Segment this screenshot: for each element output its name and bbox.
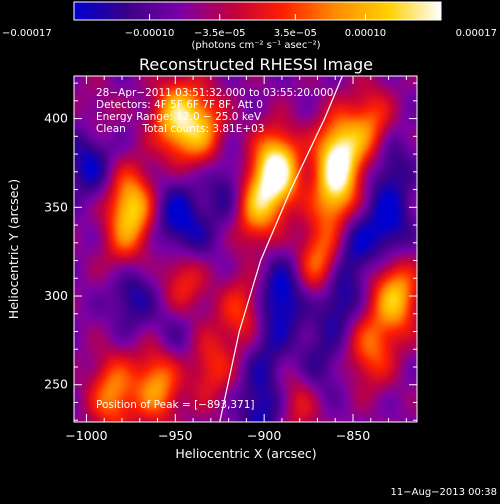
colorbar-tick-label: −0.00017	[2, 28, 52, 39]
colorbar-gradient	[74, 2, 441, 20]
colorbar-ticks: −0.00017 −0.00010 −3.5e−05 3.5e−05 0.00010 0.…	[2, 14, 497, 39]
colorbar: −0.00017 −0.00010 −3.5e−05 3.5e−05 0.00010 0.…	[2, 1, 497, 51]
y-tick-label: 400	[44, 111, 68, 126]
y-tick-label: 300	[44, 288, 68, 303]
y-tick-label: 350	[44, 199, 68, 214]
x-axis-label: Heliocentric X (arcsec)	[175, 446, 316, 461]
footer-date: 11−Aug−2013 00:38	[391, 487, 497, 498]
solar-limb-curve	[219, 76, 343, 422]
x-tick-label: −900	[247, 428, 281, 443]
annotations: 28−Apr−2011 03:51:32.000 to 03:55:20.000…	[96, 87, 333, 411]
colorbar-tick-label: 0.00010	[345, 28, 386, 39]
colorbar-tick-label: −3.5e−05	[194, 28, 246, 39]
axis-ticks: −1000 −950 −900 −850 250 300 350 400	[44, 76, 417, 443]
y-tick-label: 250	[44, 377, 68, 392]
heatmap	[74, 76, 417, 422]
chart-title: Reconstructed RHESSI Image	[139, 55, 373, 74]
annotation-clean-counts: Clean Total counts: 3.81E+03	[96, 123, 265, 135]
colorbar-tick-label: 3.5e−05	[274, 28, 317, 39]
annotation-time-range: 28−Apr−2011 03:51:32.000 to 03:55:20.000	[96, 87, 333, 99]
colorbar-unit-label: (photons cm⁻² s⁻¹ asec⁻²)	[191, 40, 320, 51]
x-tick-label: −950	[158, 428, 192, 443]
plot-frame	[73, 75, 418, 423]
x-tick-label: −850	[336, 428, 370, 443]
annotation-peak-position: Position of Peak = [−893,371]	[96, 399, 255, 411]
y-axis-label: Heliocentric Y (arcsec)	[6, 179, 21, 319]
x-tick-label: −1000	[65, 428, 107, 443]
colorbar-tick-label: −0.00010	[125, 28, 175, 39]
annotation-energy-range: Energy Range: 12.0 − 25.0 keV	[96, 111, 262, 123]
heatmap-image	[74, 76, 417, 422]
annotation-detectors: Detectors: 4F 5F 6F 7F 8F, Att 0	[96, 99, 263, 111]
colorbar-frame	[73, 1, 442, 21]
colorbar-tick-label: 0.00017	[456, 28, 497, 39]
